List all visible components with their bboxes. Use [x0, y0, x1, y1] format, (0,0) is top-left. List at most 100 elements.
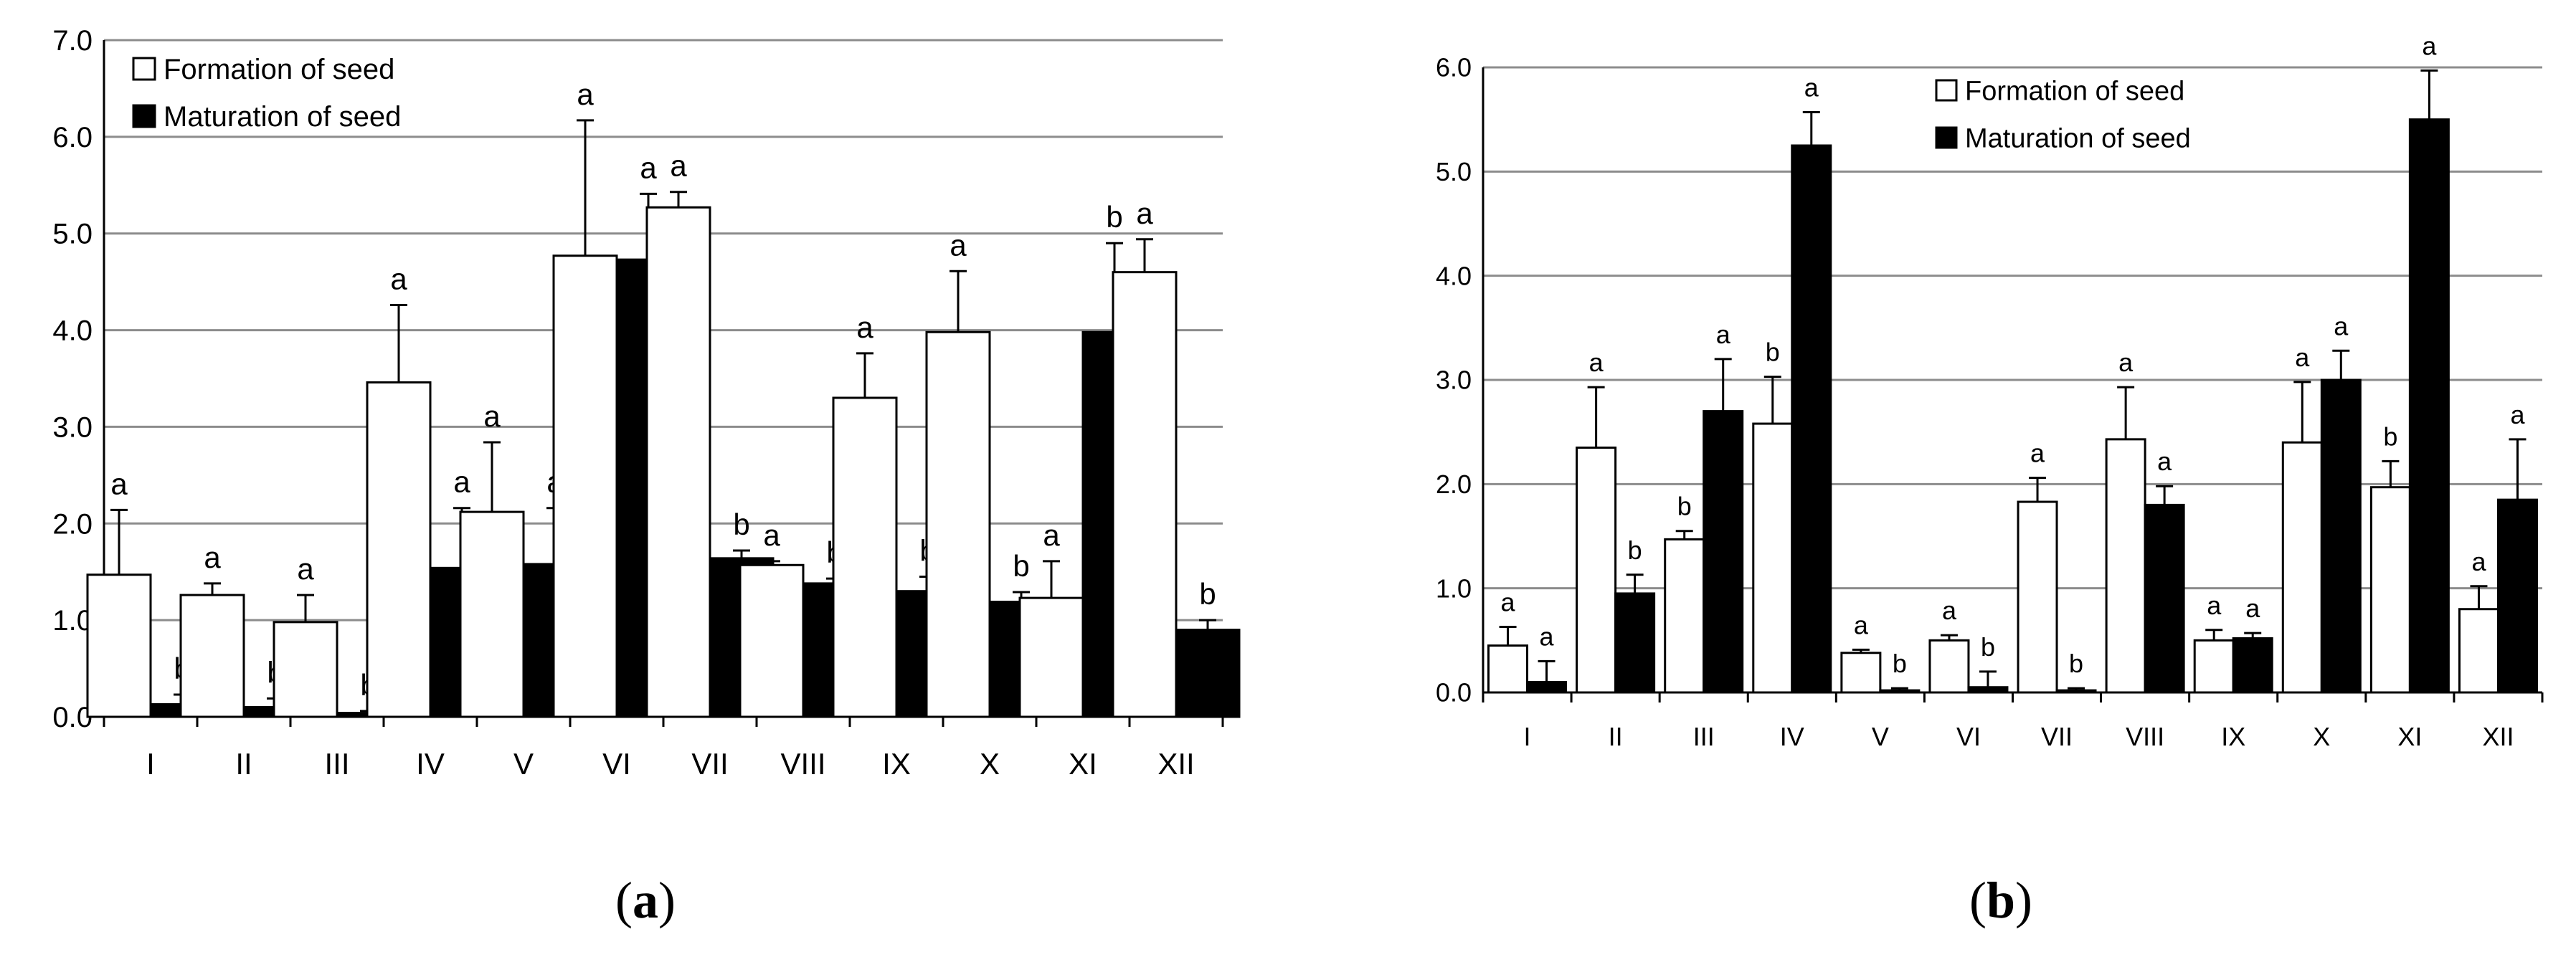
significance-label: a — [1136, 196, 1153, 230]
x-tick-label: VII — [691, 747, 728, 781]
x-tick-label: VI — [1956, 722, 1981, 751]
significance-label: b — [1677, 492, 1692, 521]
x-tick-label: IX — [2221, 722, 2245, 751]
bar-maturation — [1526, 680, 1568, 694]
y-tick-label: 0.0 — [52, 702, 93, 733]
bar-formation — [645, 206, 711, 718]
bar-formation — [1752, 422, 1794, 694]
y-tick-label: 7.0 — [52, 25, 93, 57]
y-tick-label: 5.0 — [1436, 157, 1472, 186]
bar-formation — [459, 510, 525, 718]
significance-label: a — [856, 310, 873, 344]
significance-label: a — [453, 465, 470, 499]
bar-formation — [2017, 500, 2058, 694]
bar-formation — [86, 573, 152, 718]
x-tick-label: VIII — [2126, 722, 2164, 751]
significance-label: b — [1628, 535, 1642, 565]
significance-label: a — [577, 77, 594, 111]
bar-formation — [2105, 438, 2146, 694]
bar-maturation — [2232, 637, 2273, 694]
bar-maturation — [2144, 503, 2185, 694]
chart-b: 0.01.02.03.04.05.06.0aaIabIIbaIIIbaIVabV… — [1436, 31, 2544, 751]
bar-maturation — [2320, 378, 2362, 694]
bar-formation — [179, 594, 245, 718]
significance-label: a — [297, 552, 314, 586]
panel-label-a: (a) — [615, 872, 676, 929]
bar-formation — [832, 396, 898, 718]
legend-swatch — [132, 57, 156, 81]
bar-formation — [2281, 441, 2323, 694]
significance-label: a — [1589, 348, 1604, 377]
bar-formation — [1576, 446, 1617, 694]
bar-formation — [739, 563, 805, 718]
significance-label: a — [1716, 320, 1731, 349]
x-tick-label: V — [1872, 722, 1889, 751]
bar-maturation — [1703, 410, 1744, 694]
x-tick-label: III — [1693, 722, 1715, 751]
panel-letter-b: b — [1987, 872, 2015, 929]
bar-formation — [1018, 596, 1084, 718]
significance-label: b — [1893, 649, 1907, 678]
significance-label: a — [1804, 72, 1819, 102]
x-tick-label: I — [146, 747, 155, 781]
bar-formation — [273, 621, 338, 718]
panel-label-b: (b) — [1969, 872, 2032, 929]
x-tick-label: IV — [1780, 722, 1804, 751]
significance-label: a — [640, 151, 657, 184]
significance-label: a — [390, 262, 407, 296]
significance-label: b — [1981, 632, 1995, 662]
y-tick-label: 4.0 — [1436, 261, 1472, 290]
x-tick-label: II — [235, 747, 252, 781]
x-tick-label: V — [513, 747, 534, 781]
bar-maturation — [1967, 686, 2009, 694]
significance-label: a — [670, 149, 687, 183]
significance-label: b — [1199, 577, 1216, 611]
legend-label: Maturation of seed — [164, 101, 401, 133]
y-tick-label: 2.0 — [1436, 470, 1472, 499]
significance-label: a — [1540, 621, 1555, 651]
significance-label: b — [2383, 421, 2397, 451]
significance-label: a — [2207, 591, 2222, 620]
significance-label: b — [1766, 338, 1780, 367]
bar-formation — [2458, 608, 2499, 694]
bar-maturation — [2055, 689, 2097, 694]
legend-label: Formation of seed — [164, 54, 394, 85]
legend-swatch — [1935, 126, 1958, 149]
significance-label: a — [110, 467, 128, 500]
significance-label: a — [2030, 439, 2045, 468]
x-tick-label: XII — [2482, 722, 2514, 751]
bar-formation — [1112, 271, 1178, 718]
y-tick-label: 6.0 — [1436, 53, 1472, 82]
significance-label: b — [1106, 200, 1122, 234]
significance-label: a — [2471, 547, 2486, 576]
bar-formation — [2193, 639, 2235, 694]
significance-label: a — [2118, 348, 2134, 377]
bar-maturation — [1175, 629, 1241, 718]
bar-formation — [1928, 639, 1970, 694]
y-tick-label: 6.0 — [52, 122, 93, 153]
bar-maturation — [1791, 144, 1832, 694]
x-tick-label: IX — [882, 747, 911, 781]
significance-label: b — [2069, 649, 2083, 678]
significance-label: a — [2295, 343, 2310, 372]
y-tick-label: 0.0 — [1436, 678, 1472, 708]
significance-label: a — [2245, 594, 2260, 623]
bar-maturation — [2496, 498, 2538, 694]
bar-maturation — [1879, 689, 1921, 694]
bar-formation — [552, 254, 618, 718]
significance-label: b — [1013, 549, 1029, 583]
significance-label: a — [1501, 587, 1516, 616]
bar-formation — [2369, 486, 2411, 694]
y-tick-label: 2.0 — [52, 508, 93, 540]
bar-formation — [1664, 538, 1705, 694]
significance-label: a — [2334, 311, 2349, 340]
panel-letter-a: a — [633, 872, 658, 929]
y-tick-label: 1.0 — [1436, 573, 1472, 603]
y-tick-label: 3.0 — [1436, 366, 1472, 395]
legend-label: Maturation of seed — [1965, 123, 2191, 153]
y-tick-label: 4.0 — [52, 315, 93, 347]
significance-label: a — [1043, 518, 1060, 552]
x-tick-label: VIII — [780, 747, 825, 781]
legend-swatch — [132, 104, 156, 128]
